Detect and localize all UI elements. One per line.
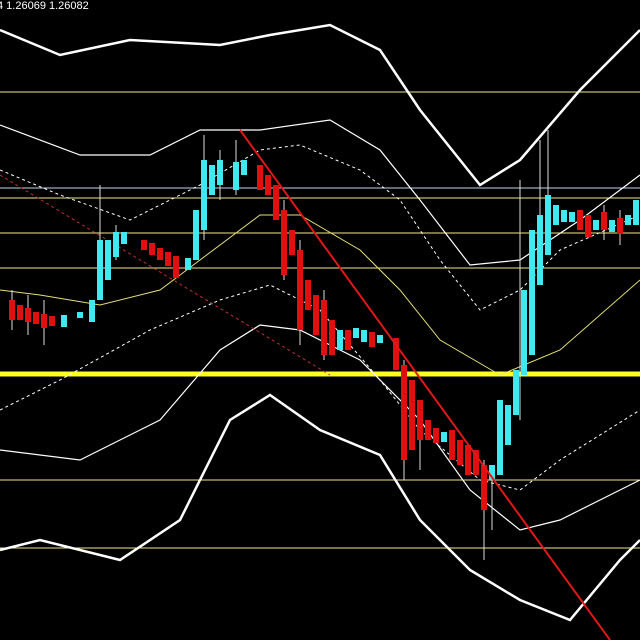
wicks [11,130,621,560]
dashed-trendline [0,174,331,376]
trendline [239,129,611,640]
bullish-candles [61,160,639,480]
level-lines [0,91,640,549]
quote-readout: 4 1.26069 1.26082 [0,0,89,12]
bearish-candles [9,165,623,510]
bands [0,23,640,622]
